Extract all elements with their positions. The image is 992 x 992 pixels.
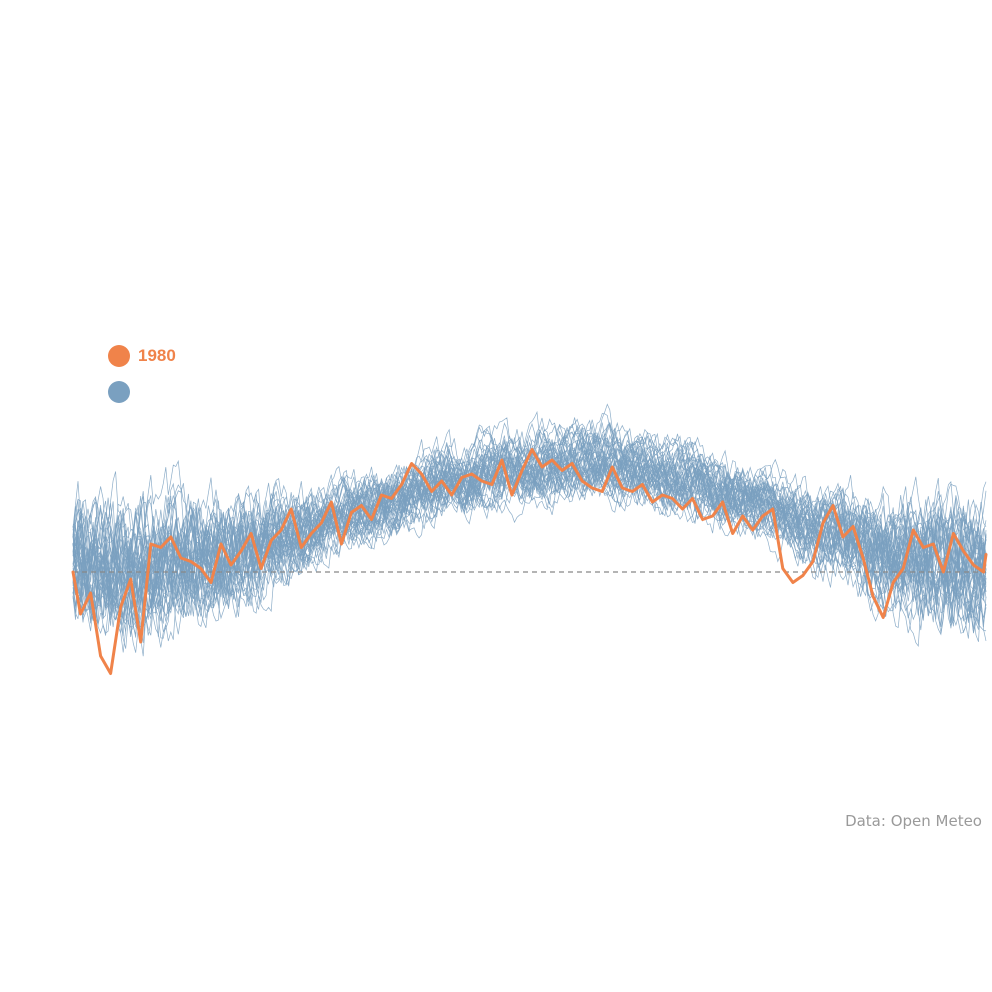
background-series-line [72, 419, 987, 611]
background-series-line [72, 456, 987, 647]
series-line-1980 [71, 448, 988, 675]
background-series-line [72, 454, 987, 628]
background-series-line [72, 455, 987, 629]
legend: 1980 [108, 345, 176, 417]
background-series-line [72, 422, 987, 636]
legend-swatch-1980 [108, 345, 130, 367]
legend-item-other-years [108, 381, 176, 403]
legend-item-1980: 1980 [108, 345, 176, 367]
legend-label-1980: 1980 [138, 346, 176, 365]
legend-swatch-other-years [108, 381, 130, 403]
data-source-credit: Data: Open Meteo [845, 812, 982, 830]
background-series-line [72, 437, 987, 637]
